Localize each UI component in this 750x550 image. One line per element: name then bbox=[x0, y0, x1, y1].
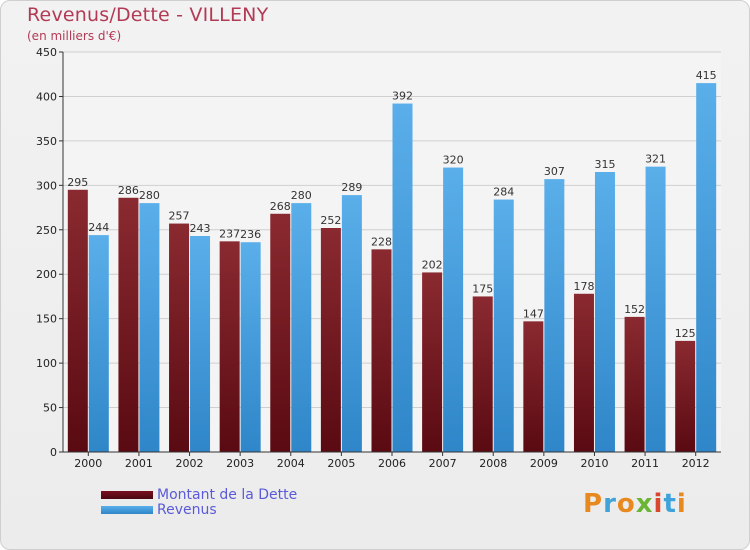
bar-debt-2011 bbox=[624, 316, 645, 452]
legend-item-debt: Montant de la Dette bbox=[101, 486, 298, 503]
bar-debt-2009 bbox=[523, 321, 544, 452]
bar-revenus-2009 bbox=[544, 179, 565, 452]
legend-swatch-debt bbox=[101, 490, 153, 499]
legend-item-revenus: Revenus bbox=[101, 501, 297, 518]
y-tick-label: 100 bbox=[36, 357, 57, 370]
chart-subtitle: (en milliers d'€) bbox=[27, 29, 122, 43]
logo-letter: r bbox=[603, 489, 617, 519]
chart-title: Revenus/Dette - VILLENY bbox=[27, 4, 269, 26]
x-tick-label: 2011 bbox=[631, 457, 659, 470]
bar-revenus-2005 bbox=[341, 195, 362, 452]
x-tick-label: 2002 bbox=[176, 457, 204, 470]
bar-revenus-2010 bbox=[594, 172, 615, 452]
x-tick-label: 2008 bbox=[479, 457, 507, 470]
bar-revenus-2002 bbox=[190, 236, 211, 452]
legend-label-revenus: Revenus bbox=[157, 501, 217, 518]
data-label-revenus-2003: 236 bbox=[240, 228, 261, 241]
bar-debt-2007 bbox=[422, 272, 443, 452]
data-label-revenus-2000: 244 bbox=[88, 221, 109, 234]
x-tick-label: 2012 bbox=[682, 457, 710, 470]
data-label-debt-2006: 228 bbox=[371, 235, 392, 248]
x-tick-label: 2004 bbox=[277, 457, 305, 470]
data-label-revenus-2008: 284 bbox=[493, 186, 514, 199]
data-label-revenus-2010: 315 bbox=[594, 158, 615, 171]
legend: Montant de la Dette Revenus bbox=[101, 486, 298, 518]
logo-letter: t bbox=[663, 489, 677, 519]
y-tick-label: 350 bbox=[36, 135, 57, 148]
legend-label-debt: Montant de la Dette bbox=[157, 486, 298, 503]
proxiti-logo: Proxiti bbox=[583, 489, 687, 519]
logo-letter: o bbox=[616, 489, 636, 519]
x-tick-label: 2003 bbox=[226, 457, 254, 470]
data-label-debt-2012: 125 bbox=[675, 327, 696, 340]
data-label-revenus-2004: 280 bbox=[291, 189, 312, 202]
bars-layer bbox=[67, 83, 717, 453]
data-label-revenus-2011: 321 bbox=[645, 153, 666, 166]
data-label-debt-2000: 295 bbox=[67, 176, 88, 189]
data-label-debt-2009: 147 bbox=[523, 307, 544, 320]
bar-debt-2001 bbox=[118, 197, 139, 452]
bar-revenus-2003 bbox=[240, 242, 261, 452]
x-tick-label: 2005 bbox=[327, 457, 355, 470]
y-tick-label: 150 bbox=[36, 313, 57, 326]
y-tick-label: 450 bbox=[36, 46, 57, 59]
data-label-revenus-2006: 392 bbox=[392, 90, 413, 103]
x-tick-label: 2006 bbox=[378, 457, 406, 470]
bar-debt-2000 bbox=[67, 189, 88, 452]
bar-revenus-2004 bbox=[291, 203, 312, 452]
y-tick-label: 400 bbox=[36, 90, 57, 103]
x-tick-label: 2001 bbox=[125, 457, 153, 470]
y-tick-label: 300 bbox=[36, 179, 57, 192]
data-label-revenus-2002: 243 bbox=[190, 222, 211, 235]
logo-letter: P bbox=[583, 489, 604, 519]
data-label-revenus-2005: 289 bbox=[341, 181, 362, 194]
legend-swatch-revenus bbox=[101, 505, 153, 514]
data-label-debt-2010: 178 bbox=[573, 280, 594, 293]
logo-letter: x bbox=[635, 489, 654, 519]
logo-letter: i bbox=[676, 489, 687, 519]
y-tick-label: 250 bbox=[36, 224, 57, 237]
y-tick-label: 0 bbox=[50, 446, 57, 459]
data-label-revenus-2007: 320 bbox=[443, 154, 464, 167]
plot-background bbox=[63, 52, 721, 452]
bar-debt-2010 bbox=[573, 293, 594, 452]
bar-revenus-2012 bbox=[696, 83, 717, 452]
data-label-revenus-2001: 280 bbox=[139, 189, 160, 202]
data-label-debt-2011: 152 bbox=[624, 303, 645, 316]
data-label-debt-2004: 268 bbox=[270, 200, 291, 213]
data-label-debt-2005: 252 bbox=[320, 214, 341, 227]
bar-debt-2005 bbox=[320, 228, 341, 452]
bar-debt-2004 bbox=[270, 213, 291, 452]
bar-debt-2002 bbox=[169, 223, 190, 452]
x-tick-label: 2010 bbox=[580, 457, 608, 470]
x-tick-label: 2007 bbox=[429, 457, 457, 470]
bar-revenus-2000 bbox=[88, 235, 109, 452]
data-label-debt-2008: 175 bbox=[472, 282, 493, 295]
data-label-debt-2007: 202 bbox=[422, 258, 443, 271]
bar-revenus-2011 bbox=[645, 166, 666, 452]
bar-debt-2008 bbox=[472, 296, 493, 452]
bar-revenus-2006 bbox=[392, 103, 413, 453]
bar-debt-2006 bbox=[371, 249, 392, 452]
data-label-revenus-2012: 415 bbox=[696, 69, 717, 82]
bar-revenus-2007 bbox=[443, 167, 464, 453]
bar-debt-2012 bbox=[675, 340, 696, 452]
axis-layer: 0 50 100 150 200 250 300 350 400 450 2000 2001 2002 2… bbox=[36, 46, 721, 470]
bar-revenus-2008 bbox=[493, 199, 514, 452]
x-tick-label: 2000 bbox=[74, 457, 102, 470]
x-tick-label: 2009 bbox=[530, 457, 558, 470]
y-tick-label: 200 bbox=[36, 268, 57, 281]
bar-debt-2003 bbox=[219, 241, 240, 452]
grid-layer bbox=[63, 51, 721, 453]
y-tick-label: 50 bbox=[43, 402, 57, 415]
data-label-debt-2003: 237 bbox=[219, 227, 240, 240]
bar-revenus-2001 bbox=[139, 203, 160, 452]
data-label-debt-2001: 286 bbox=[118, 184, 139, 197]
data-label-revenus-2009: 307 bbox=[544, 165, 565, 178]
logo-letter: i bbox=[653, 489, 664, 519]
data-label-debt-2002: 257 bbox=[169, 210, 190, 223]
